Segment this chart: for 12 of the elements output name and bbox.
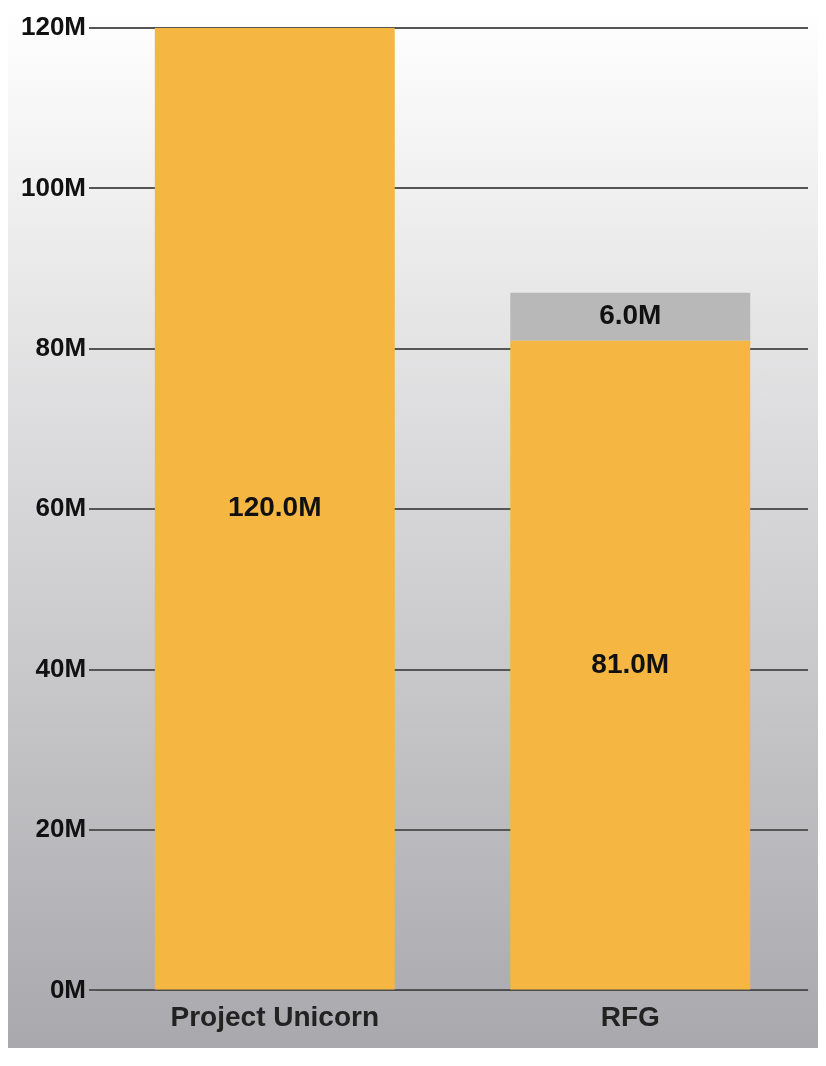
data-label: 6.0M [599,299,662,331]
y-tick-label: 0M [49,973,87,1004]
x-tick-label: RFG [600,1000,660,1032]
y-tick-label: 120M [20,11,87,42]
x-tick-label: Project Unicorn [170,1000,380,1032]
y-tick-label: 100M [20,171,87,202]
data-label: 81.0M [591,647,670,679]
y-tick-label: 60M [35,492,87,523]
y-tick-label: 40M [35,652,87,683]
data-label: 120.0M [228,491,322,523]
y-tick-label: 20M [35,813,87,844]
y-tick-label: 80M [35,331,87,362]
